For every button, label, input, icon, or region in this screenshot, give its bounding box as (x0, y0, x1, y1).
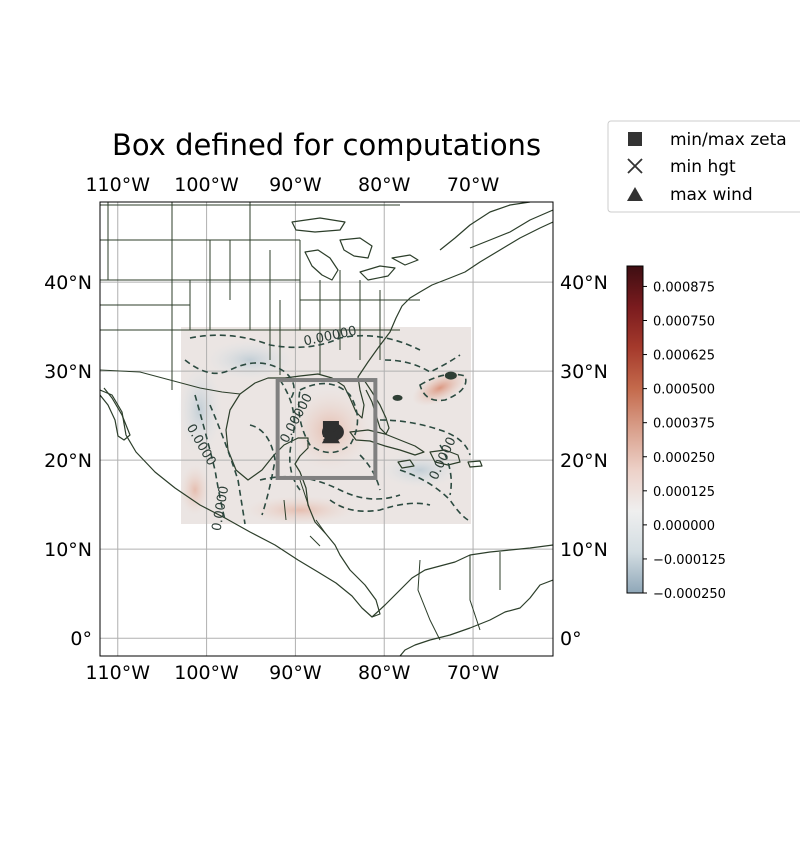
legend-label-zeta: min/max zeta (670, 130, 787, 150)
lon-labels-top: 110°W 100°W 90°W 80°W 70°W (85, 174, 499, 196)
coastline-hispaniola (429, 449, 461, 466)
colorbar-tick-label: 0.000000 (653, 519, 715, 534)
field-patch-warm (412, 370, 468, 406)
lon-tick-label: 110°W (85, 662, 150, 684)
field-patch-cool (205, 340, 295, 380)
coastline-baja (100, 387, 131, 441)
colorbar-ramp (626, 265, 644, 594)
field-patch-warm (245, 496, 355, 524)
lon-tick-label: 90°W (269, 174, 322, 196)
contour-line (184, 359, 295, 401)
lake-erie (359, 265, 396, 281)
lake-michigan (304, 249, 339, 281)
contour-line (329, 499, 431, 513)
colorbar-tick-label: 0.000500 (653, 383, 715, 398)
lake-superior (291, 217, 346, 233)
contour-line (189, 334, 421, 351)
legend-label-wind: max wind (670, 185, 753, 205)
lon-tick-label: 100°W (174, 662, 239, 684)
coastline-northeast (439, 202, 553, 251)
lon-tick-label: 100°W (174, 174, 239, 196)
lon-tick-label: 70°W (447, 174, 500, 196)
colorbar-ticks: 0.000875 0.000750 0.000625 0.000500 0.000375… (643, 280, 726, 602)
computation-box (275, 378, 378, 480)
legend-square-marker (628, 132, 642, 146)
lake-huron (339, 237, 373, 259)
colorbar-tick-label: 0.000125 (653, 485, 715, 500)
contour-line (384, 354, 461, 373)
legend-label-hgt: min hgt (670, 157, 736, 177)
legend: min/max zeta min hgt max wind (607, 120, 800, 213)
us-mexico-border (100, 369, 241, 395)
legend-triangle-marker (627, 187, 643, 201)
lat-tick-label: 0° (560, 628, 582, 650)
colorbar-tick-label: 0.000750 (653, 315, 715, 330)
lat-tick-label: 0° (70, 628, 92, 650)
map-frame (99, 201, 554, 657)
lon-tick-label: 90°W (269, 662, 322, 684)
coastline-north-america (100, 221, 553, 618)
field-patch-cool (380, 452, 460, 488)
coastline-cuba (349, 429, 425, 456)
coastlines (100, 202, 553, 656)
colorbar-tick-label: 0.000875 (653, 280, 715, 295)
legend-frame (607, 120, 800, 213)
lat-tick-label: 40°N (560, 272, 608, 294)
contour-line (379, 419, 471, 456)
lon-labels-bottom: 110°W 100°W 90°W 80°W 70°W (85, 662, 499, 684)
colorbar-tick-label: 0.000625 (653, 349, 715, 364)
contour-line (209, 404, 246, 525)
colorbar: 0.000875 0.000750 0.000625 0.000500 0.000375… (626, 265, 726, 602)
gridlines (100, 202, 553, 656)
field-patch-warm (180, 465, 210, 515)
field-patch-cool (178, 365, 222, 455)
colorbar-tick-label: −0.000250 (653, 587, 726, 602)
lon-tick-label: 80°W (358, 662, 411, 684)
contour-line (439, 444, 453, 496)
lat-tick-label: 20°N (560, 450, 608, 472)
lat-tick-label: 20°N (44, 450, 92, 472)
colorbar-tick-label: 0.000250 (653, 451, 715, 466)
contour-line (194, 394, 226, 521)
map-content: 0.000000.000000.00000.00000.0000 (100, 202, 553, 656)
wind-marker (321, 427, 340, 444)
political-borders (100, 202, 501, 641)
lon-tick-label: 80°W (358, 174, 411, 196)
lon-tick-label: 110°W (85, 174, 150, 196)
central-america-borders (283, 479, 327, 547)
contour-line (249, 424, 276, 516)
lat-labels-right: 0° 10°N 20°N 30°N 40°N (560, 272, 608, 650)
map-title: Box defined for computations (111, 128, 542, 162)
lat-tick-label: 40°N (44, 272, 92, 294)
lon-tick-label: 70°W (447, 662, 500, 684)
colorbar-tick-label: 0.000375 (653, 417, 715, 432)
lake-ontario (391, 254, 419, 266)
us-state-borders (100, 202, 420, 390)
lat-tick-label: 30°N (560, 361, 608, 383)
lat-tick-label: 10°N (44, 539, 92, 561)
feature-blob (392, 394, 403, 401)
coastline-south-america (371, 544, 553, 656)
south-america-borders (417, 552, 501, 641)
contour-line (359, 454, 381, 491)
lat-tick-label: 30°N (44, 361, 92, 383)
coastline-puerto-rico (467, 460, 483, 468)
feature-blob (444, 371, 457, 380)
markers (321, 371, 457, 444)
lat-tick-label: 10°N (560, 539, 608, 561)
lat-labels-left: 0° 10°N 20°N 30°N 40°N (44, 272, 92, 650)
legend-x-marker (627, 158, 643, 174)
coastline-jamaica (397, 459, 415, 469)
contour-line (279, 379, 301, 491)
colorbar-tick-label: −0.000125 (653, 553, 726, 568)
contour-line (419, 373, 467, 402)
